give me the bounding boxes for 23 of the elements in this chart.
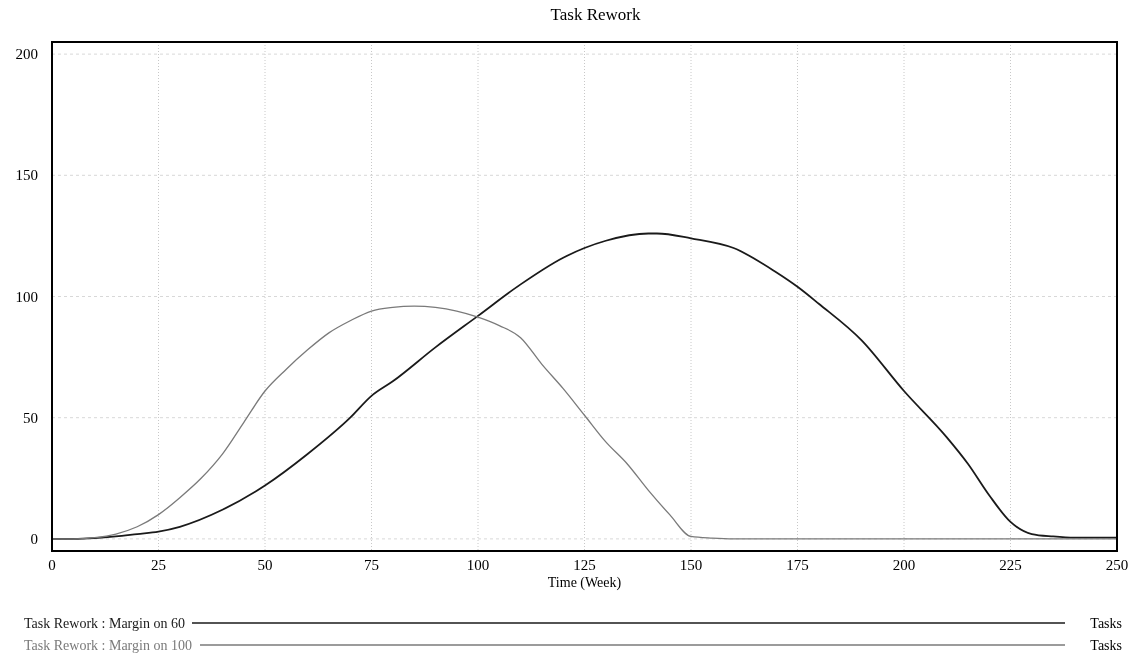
- y-tick-label: 100: [15, 288, 38, 305]
- chart-title: Task Rework: [550, 5, 641, 24]
- text: Task Rework : Margin on 60: [24, 616, 185, 631]
- x-tick-label: 25: [151, 557, 166, 573]
- y-tick-label: 50: [23, 409, 38, 426]
- y-tick-label: 200: [15, 46, 38, 63]
- x-tick-label: 75: [364, 557, 379, 573]
- x-tick-label: 50: [257, 557, 273, 573]
- text: Tasks: [1090, 638, 1122, 653]
- x-axis-title: Time (Week): [547, 575, 622, 591]
- x-tick-label: 250: [1105, 557, 1129, 573]
- x-tick-label: 125: [573, 557, 596, 573]
- x-tick-label: 175: [786, 557, 809, 573]
- x-tick-label: 150: [679, 557, 703, 573]
- line-series: [51, 305, 1118, 540]
- x-tick-label: 225: [999, 557, 1022, 573]
- text: Tasks: [1090, 616, 1122, 631]
- y-tick-label: 150: [15, 167, 38, 184]
- y-tick-label: 0: [30, 530, 38, 547]
- x-tick-label: 100: [466, 557, 490, 573]
- x-tick-label: 0: [48, 557, 56, 573]
- x-tick-label: 200: [892, 557, 916, 573]
- text: Task Rework : Margin on 100: [24, 638, 192, 653]
